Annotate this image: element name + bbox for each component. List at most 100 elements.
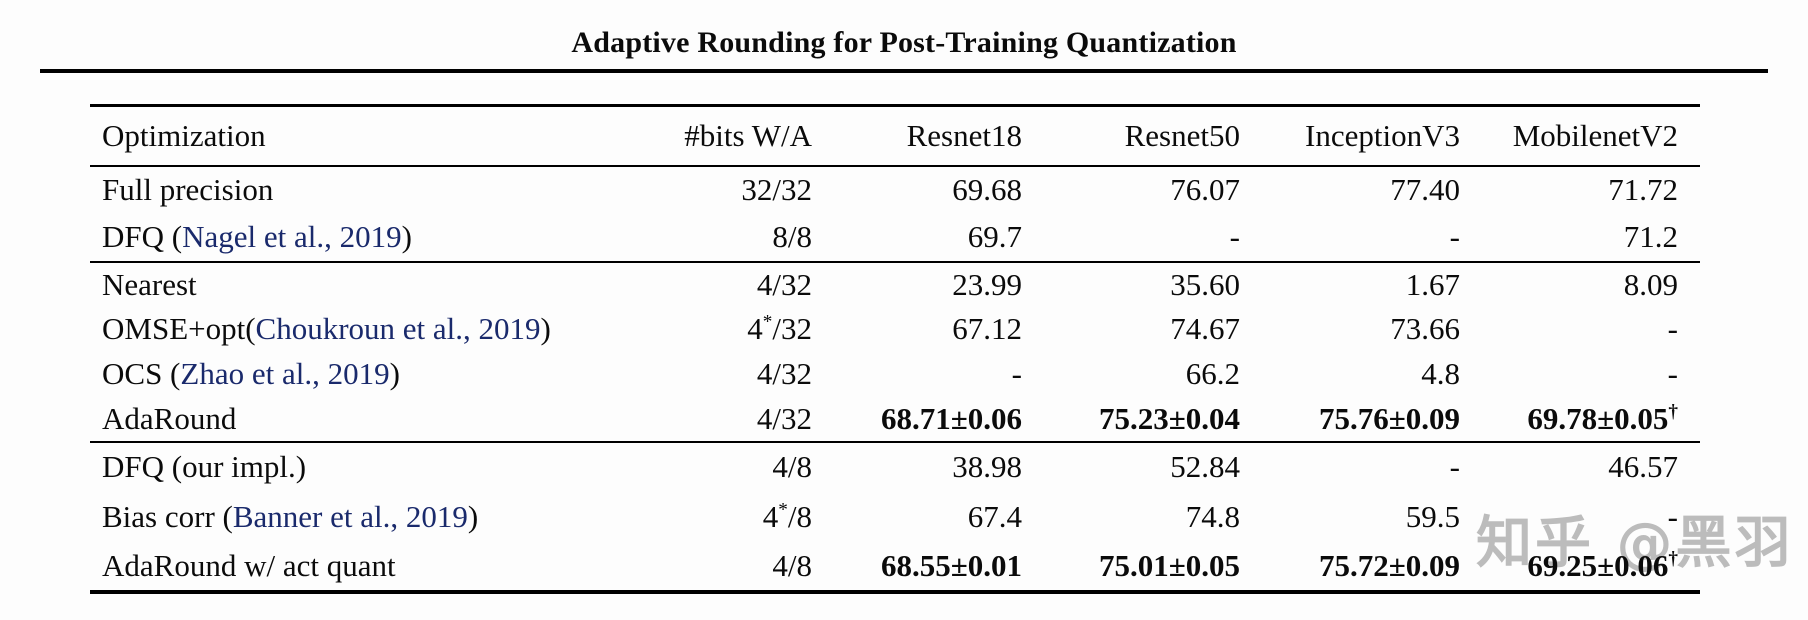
page-title: Adaptive Rounding for Post-Training Quan…: [571, 26, 1237, 59]
row-label: Bias corr (Banner et al., 2019): [90, 492, 535, 542]
cell-resnet18: 69.7: [967, 219, 1022, 254]
column-header-mobilenetv2: MobilenetV2: [1460, 105, 1700, 167]
results-table: Optimization #bits W/A Resnet18 Resnet50…: [90, 104, 1700, 594]
cell-resnet50: 75.23±0.04: [1098, 400, 1240, 436]
cell-resnet50: -: [1229, 219, 1240, 254]
table-row: AdaRound 4/32 68.71±0.06 75.23±0.04 75.7…: [90, 397, 1700, 442]
row-label: AdaRound: [102, 400, 237, 436]
cell-resnet50: 76.07: [1170, 172, 1240, 207]
cell-inceptionv3: -: [1449, 219, 1460, 254]
row-label: AdaRound w/ act quant: [102, 547, 396, 583]
table-row: OCS (Zhao et al., 2019) 4/32 - 66.2 4.8 …: [90, 352, 1700, 397]
citation-link[interactable]: Banner et al., 2019: [232, 498, 468, 534]
cell-bits: 4*/8: [535, 492, 812, 542]
row-label-text: DFQ (: [102, 219, 183, 254]
citation-link[interactable]: Zhao et al., 2019: [180, 356, 390, 391]
row-label: DFQ (Nagel et al., 2019): [90, 214, 535, 262]
cell-mobilenetv2: 69.78±0.05†: [1460, 397, 1700, 442]
header-row: Optimization #bits W/A Resnet18 Resnet50…: [90, 105, 1700, 167]
citation-link[interactable]: Nagel et al., 2019: [182, 219, 402, 254]
cell-resnet18: 23.99: [952, 266, 1022, 302]
row-label-text: OMSE+opt(: [102, 311, 256, 346]
cell-value: 69.25±0.06: [1527, 547, 1669, 583]
cell-bits: 4/8: [772, 547, 812, 583]
column-header-resnet50: Resnet50: [1022, 105, 1240, 167]
column-header-bits: #bits W/A: [535, 105, 812, 167]
cell-resnet18: 69.68: [952, 172, 1022, 207]
bits-value: /8: [787, 498, 812, 534]
cell-inceptionv3: -: [1449, 449, 1460, 484]
cell-mobilenetv2: 71.2: [1623, 219, 1678, 254]
cell-resnet50: 75.01±0.05: [1098, 547, 1240, 583]
cell-bits: 4/32: [756, 356, 812, 391]
cell-mobilenetv2: 69.25±0.06†: [1460, 542, 1700, 592]
row-label-text: ): [467, 498, 479, 534]
bits-value: 4: [762, 498, 779, 534]
cell-inceptionv3: 77.40: [1390, 172, 1460, 207]
row-label: Nearest: [102, 266, 197, 302]
cell-bits: 4/8: [772, 449, 812, 484]
cell-value: 69.78±0.05: [1527, 400, 1669, 436]
citation-link[interactable]: Choukroun et al., 2019: [255, 311, 541, 346]
table-header: Optimization #bits W/A Resnet18 Resnet50…: [90, 105, 1700, 167]
cell-inceptionv3: 59.5: [1405, 498, 1460, 534]
row-label-text: ): [389, 356, 400, 391]
cell-resnet18: 67.4: [967, 498, 1022, 534]
table-row: AdaRound w/ act quant 4/8 68.55±0.01 75.…: [90, 542, 1700, 592]
cell-inceptionv3: 75.72±0.09: [1318, 547, 1460, 583]
cell-mobilenetv2: -: [1667, 311, 1678, 346]
cell-inceptionv3: 4.8: [1421, 356, 1460, 391]
cell-inceptionv3: 73.66: [1390, 311, 1460, 346]
table-row: Bias corr (Banner et al., 2019) 4*/8 67.…: [90, 492, 1700, 542]
cell-mobilenetv2: 71.72: [1608, 172, 1678, 207]
table-row: OMSE+opt(Choukroun et al., 2019) 4*/32 6…: [90, 307, 1700, 352]
row-label-text: ): [540, 311, 551, 346]
cell-resnet50: 74.8: [1185, 498, 1240, 534]
cell-inceptionv3: 75.76±0.09: [1318, 400, 1460, 436]
dagger-mark: †: [1668, 548, 1678, 570]
cell-mobilenetv2: 46.57: [1608, 449, 1678, 484]
cell-bits: 32/32: [741, 172, 812, 207]
bits-value: /32: [772, 311, 812, 346]
cell-resnet18: 68.55±0.01: [880, 547, 1022, 583]
cell-resnet50: 74.67: [1170, 311, 1240, 346]
bits-star: *: [778, 499, 788, 521]
cell-resnet18: 68.71±0.06: [880, 400, 1022, 436]
table-row: Full precision 32/32 69.68 76.07 77.40 7…: [90, 166, 1700, 214]
column-header-optimization: Optimization: [90, 105, 535, 167]
cell-mobilenetv2: 8.09: [1623, 266, 1678, 302]
row-label: DFQ (our impl.): [102, 449, 307, 484]
cell-resnet18: 38.98: [952, 449, 1022, 484]
cell-resnet50: 35.60: [1170, 266, 1240, 302]
title-rule: [40, 69, 1768, 73]
table-row: Nearest 4/32 23.99 35.60 1.67 8.09: [90, 262, 1700, 307]
row-label: OMSE+opt(Choukroun et al., 2019): [90, 307, 551, 352]
row-label: OCS (Zhao et al., 2019): [90, 352, 535, 397]
row-label-text: ): [401, 219, 412, 254]
cell-bits: 4*/32: [535, 307, 812, 352]
column-header-resnet18: Resnet18: [812, 105, 1022, 167]
cell-inceptionv3: 1.67: [1405, 266, 1460, 302]
cell-resnet50: 66.2: [1185, 356, 1240, 391]
table-row: DFQ (Nagel et al., 2019) 8/8 69.7 - - 71…: [90, 214, 1700, 262]
cell-resnet50: 52.84: [1170, 449, 1240, 484]
dagger-mark: †: [1668, 401, 1678, 423]
group-act-quant: DFQ (our impl.) 4/8 38.98 52.84 - 46.57 …: [90, 441, 1700, 592]
row-label: Full precision: [102, 172, 274, 207]
cell-bits: 4/32: [756, 266, 812, 302]
bits-value: 4: [747, 311, 763, 346]
cell-bits: 8/8: [772, 219, 812, 254]
row-label-text: Bias corr (: [102, 498, 233, 534]
table-row: DFQ (our impl.) 4/8 38.98 52.84 - 46.57: [90, 442, 1700, 492]
group-baselines: Full precision 32/32 69.68 76.07 77.40 7…: [90, 166, 1700, 262]
group-weight-quant: Nearest 4/32 23.99 35.60 1.67 8.09 OMSE+…: [90, 261, 1700, 442]
zhihu-watermark: 知乎 @黑羽: [1476, 511, 1794, 576]
cell-mobilenetv2: -: [1667, 356, 1678, 391]
bits-star: *: [762, 311, 773, 333]
cell-bits: 4/32: [756, 400, 812, 436]
cell-resnet18: -: [1011, 356, 1022, 391]
row-label-text: OCS (: [102, 356, 181, 391]
cell-resnet18: 67.12: [952, 311, 1022, 346]
cell-mobilenetv2: -: [1667, 498, 1678, 534]
